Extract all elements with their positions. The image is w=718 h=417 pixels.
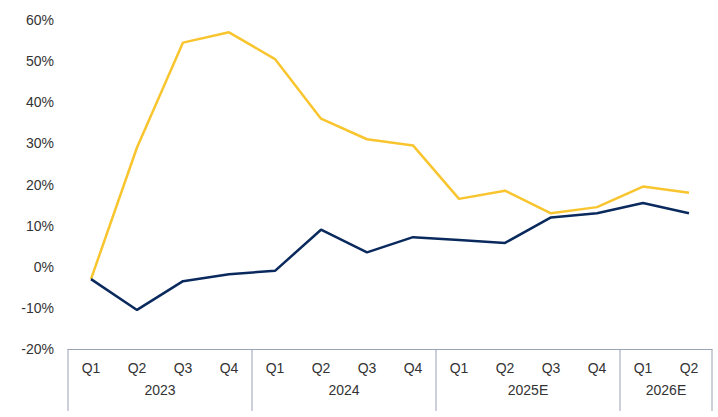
svg-text:30%: 30% bbox=[26, 135, 54, 151]
svg-text:2024: 2024 bbox=[328, 382, 359, 398]
svg-text:Q2: Q2 bbox=[312, 360, 331, 376]
svg-text:0%: 0% bbox=[34, 259, 54, 275]
svg-text:2026E: 2026E bbox=[646, 382, 686, 398]
svg-text:20%: 20% bbox=[26, 177, 54, 193]
svg-text:-10%: -10% bbox=[21, 300, 54, 316]
svg-text:2023: 2023 bbox=[144, 382, 175, 398]
svg-text:Q3: Q3 bbox=[358, 360, 377, 376]
svg-text:Q1: Q1 bbox=[266, 360, 285, 376]
svg-text:Q1: Q1 bbox=[82, 360, 101, 376]
svg-text:Q4: Q4 bbox=[588, 360, 607, 376]
svg-text:10%: 10% bbox=[26, 218, 54, 234]
svg-text:Q4: Q4 bbox=[404, 360, 423, 376]
svg-text:-20%: -20% bbox=[21, 341, 54, 357]
svg-text:Q4: Q4 bbox=[220, 360, 239, 376]
svg-text:Q3: Q3 bbox=[174, 360, 193, 376]
svg-text:40%: 40% bbox=[26, 94, 54, 110]
svg-text:Q2: Q2 bbox=[128, 360, 147, 376]
svg-text:Q2: Q2 bbox=[496, 360, 515, 376]
svg-text:50%: 50% bbox=[26, 53, 54, 69]
svg-text:Q1: Q1 bbox=[634, 360, 653, 376]
svg-text:Q3: Q3 bbox=[542, 360, 561, 376]
svg-text:Q1: Q1 bbox=[450, 360, 469, 376]
svg-text:Q2: Q2 bbox=[680, 360, 699, 376]
svg-text:60%: 60% bbox=[26, 12, 54, 28]
svg-text:2025E: 2025E bbox=[508, 382, 548, 398]
